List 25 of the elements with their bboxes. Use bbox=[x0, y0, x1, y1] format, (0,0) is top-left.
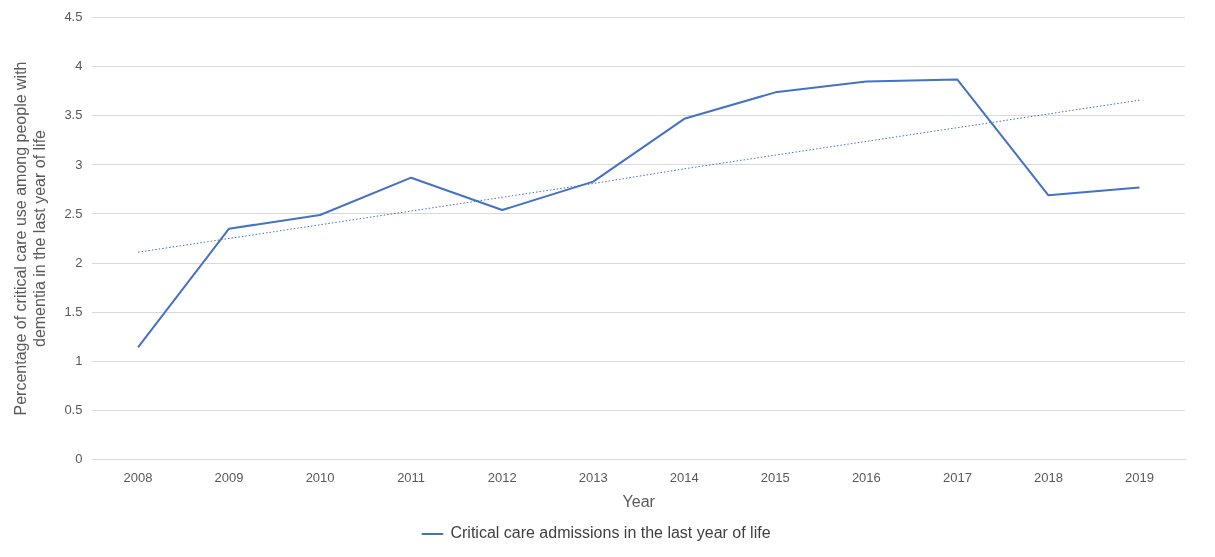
x-tick-label: 2015 bbox=[760, 469, 790, 485]
x-axis-title: Year bbox=[622, 492, 656, 510]
x-tick-label: 2009 bbox=[214, 469, 244, 485]
y-tick-label: 4.5 bbox=[64, 9, 83, 25]
x-tick-label: 2013 bbox=[578, 469, 608, 485]
y-tick-label: 0.5 bbox=[64, 401, 83, 417]
y-tick-label: 1 bbox=[75, 352, 83, 368]
x-tick-label: 2010 bbox=[305, 469, 335, 485]
y-tick-label: 3 bbox=[75, 156, 83, 172]
x-tick-label: 2011 bbox=[397, 469, 426, 485]
legend-label: Critical care admissions in the last year of life bbox=[450, 524, 771, 542]
x-tick-label: 2018 bbox=[1033, 469, 1063, 485]
x-tick-label: 2012 bbox=[487, 469, 517, 485]
y-tick-label: 4 bbox=[75, 58, 83, 74]
y-tick-label: 2.5 bbox=[64, 205, 83, 221]
x-tick-label: 2014 bbox=[669, 469, 699, 485]
y-tick-label: 3.5 bbox=[64, 107, 83, 123]
x-tick-label: 2016 bbox=[851, 469, 881, 485]
x-tick-label: 2019 bbox=[1125, 469, 1154, 485]
x-tick-label: 2008 bbox=[123, 469, 153, 485]
y-axis-title: Percentage of critical care use among people with dementia in the last year of life bbox=[12, 61, 49, 416]
y-tick-label: 1.5 bbox=[64, 303, 83, 319]
x-tick-label: 2017 bbox=[942, 469, 972, 485]
y-tick-label: 2 bbox=[75, 254, 83, 270]
y-tick-label: 0 bbox=[75, 450, 83, 466]
